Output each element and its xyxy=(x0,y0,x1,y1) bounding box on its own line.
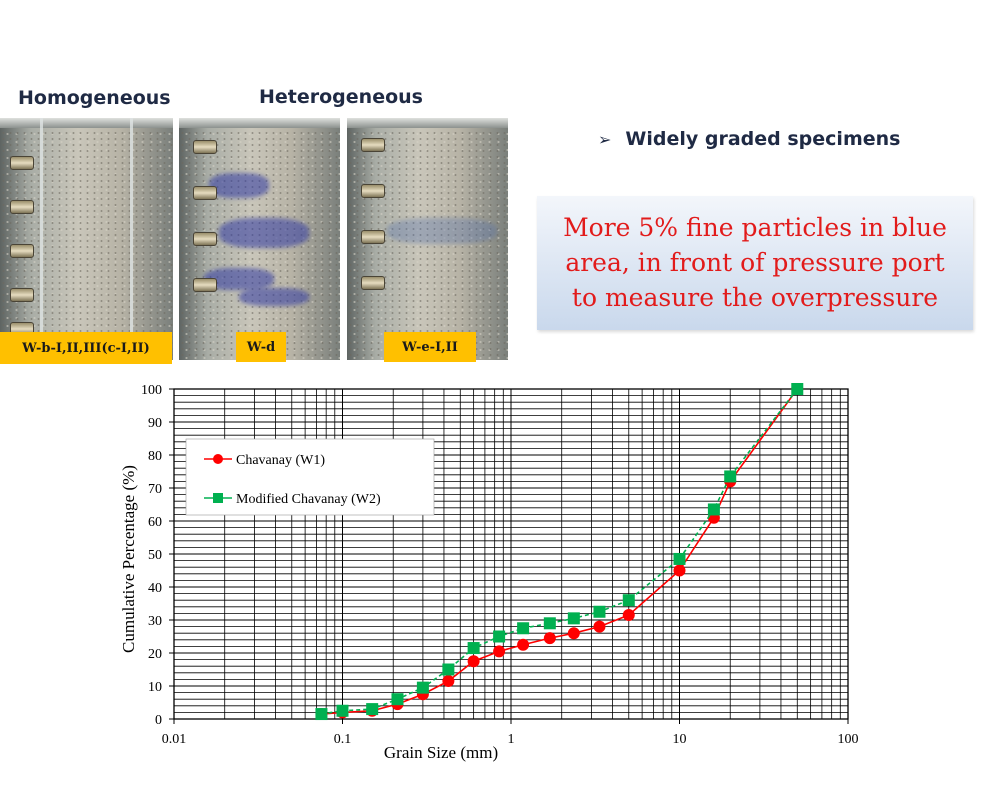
legend-marker-w1 xyxy=(213,454,223,464)
w1-data-point xyxy=(593,620,606,633)
legend-label-2: Modified Chavanay (W2) xyxy=(236,492,381,507)
photo-label-w-d: W-d xyxy=(236,332,286,362)
callout-line-1: More 5% fine particles in blue xyxy=(563,213,947,242)
y-tick-label: 40 xyxy=(148,581,162,596)
y-tick-label: 100 xyxy=(141,383,162,398)
callout-box: More 5% fine particles in blue area, in … xyxy=(537,196,973,330)
w1-data-point xyxy=(442,675,455,688)
callout-line-2: area, in front of pressure port xyxy=(565,248,945,277)
w2-data-point xyxy=(467,642,480,655)
w1-data-point xyxy=(467,655,480,668)
legend-box xyxy=(185,438,435,516)
specimen-photo-heterogeneous-d xyxy=(179,118,340,360)
w2-data-point xyxy=(517,622,530,635)
x-axis-label: Grain Size (mm) xyxy=(384,743,498,762)
y-tick-label: 80 xyxy=(148,449,162,464)
x-tick-label: 1 xyxy=(508,732,515,747)
w1-data-point xyxy=(673,564,686,577)
w2-data-point xyxy=(442,663,455,676)
heterogeneous-heading: Heterogeneous xyxy=(259,86,423,108)
w2-data-point xyxy=(493,630,506,643)
legend-marker-w2 xyxy=(213,493,223,503)
series-line-2 xyxy=(321,388,798,715)
y-tick-label: 60 xyxy=(148,515,162,530)
photo-label-w-b: W-b-I,II,III(c-I,II) xyxy=(0,332,172,364)
x-tick-label: 0.01 xyxy=(162,732,187,747)
w1-data-point xyxy=(493,645,506,658)
y-tick-label: 30 xyxy=(148,614,162,629)
specimen-photo-homogeneous xyxy=(0,118,173,360)
bullet-widely-graded: ➢ Widely graded specimens xyxy=(598,128,900,150)
grain-size-chart: 0 10 20 30 40 50 60 70 80 90 100 0.01 0.1 1 10 100 Grain… xyxy=(119,383,859,762)
bullet-text: Widely graded specimens xyxy=(625,128,901,150)
y-tick-label: 50 xyxy=(148,548,162,563)
y-tick-label: 70 xyxy=(148,482,162,497)
homogeneous-heading: Homogeneous xyxy=(18,87,171,109)
w2-data-point xyxy=(593,605,606,618)
w2-data-point xyxy=(366,703,379,716)
w2-data-point xyxy=(791,383,804,395)
w2-data-point xyxy=(336,704,349,717)
legend-label-1: Chavanay (W1) xyxy=(236,453,325,468)
photo-label-w-e: W-e-I,II xyxy=(384,332,476,362)
w1-data-point xyxy=(517,638,530,651)
callout-line-3: to measure the overpressure xyxy=(571,283,939,312)
series-line-1 xyxy=(321,388,798,715)
w2-data-point xyxy=(707,503,720,516)
y-tick-label: 20 xyxy=(148,647,162,662)
y-tick-label: 0 xyxy=(155,713,162,728)
w1-data-point xyxy=(543,632,556,645)
w2-data-point xyxy=(391,693,404,706)
w1-data-point xyxy=(622,609,635,622)
y-tick-label: 90 xyxy=(148,416,162,431)
w2-data-point xyxy=(622,594,635,607)
specimen-photo-heterogeneous-e xyxy=(347,118,508,360)
w2-data-point xyxy=(543,617,556,630)
x-tick-label: 10 xyxy=(673,732,687,747)
w1-data-point xyxy=(567,627,580,640)
x-tick-label: 100 xyxy=(838,732,859,747)
w2-data-point xyxy=(724,470,737,483)
w2-data-point xyxy=(416,681,429,694)
w2-data-point xyxy=(315,708,328,721)
y-axis-label: Cumulative Percentage (%) xyxy=(119,465,138,653)
w2-data-point xyxy=(673,552,686,565)
arrow-bullet-icon: ➢ xyxy=(598,130,612,149)
x-tick-label: 0.1 xyxy=(334,732,352,747)
w2-data-point xyxy=(567,612,580,625)
y-tick-label: 10 xyxy=(148,680,162,695)
